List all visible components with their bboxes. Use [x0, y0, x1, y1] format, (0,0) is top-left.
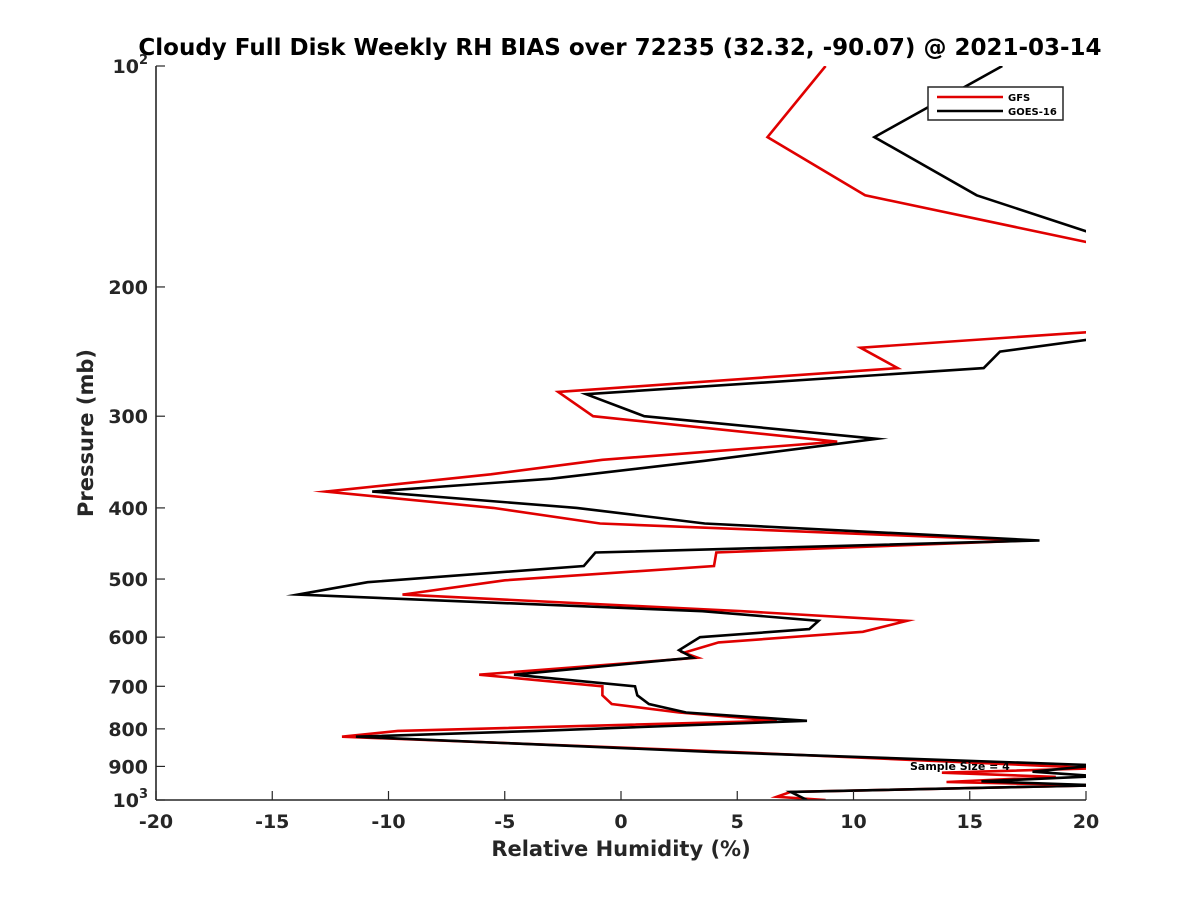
- y-tick-label: 300: [108, 406, 148, 428]
- legend-label-goes16: GOES-16: [1008, 107, 1057, 118]
- x-tick-label: 10: [840, 811, 866, 833]
- y-tick-label: 103: [113, 787, 149, 812]
- x-tick-label: 0: [614, 811, 627, 833]
- ticks-layer: -20 -15 -10 -5 0 5 10 15 20 102 200 300 400 500 600 700…: [108, 53, 1099, 833]
- x-tick-label: 5: [731, 811, 744, 833]
- x-tick-label: 20: [1073, 811, 1099, 833]
- legend-label-gfs: GFS: [1008, 93, 1030, 104]
- x-tick-label: 15: [957, 811, 983, 833]
- y-tick-label: 900: [108, 756, 148, 778]
- x-tick-label: -10: [371, 811, 405, 833]
- series-line-goes16: [285, 66, 1086, 800]
- y-tick-label: 700: [108, 676, 148, 698]
- x-axis-label: Relative Humidity (%): [491, 837, 750, 861]
- x-tick-label: -5: [494, 811, 515, 833]
- legend: GFS GOES-16: [927, 86, 1064, 121]
- legend-box: [927, 86, 1064, 121]
- sample-size-annotation: Sample Size = 4: [910, 760, 1010, 773]
- series-line-gfs: [312, 66, 1086, 800]
- y-axis-label: Pressure (mb): [74, 349, 98, 517]
- x-tick-label: -15: [255, 811, 289, 833]
- y-tick-label: 200: [108, 277, 148, 299]
- axes-layer: [155, 66, 1086, 801]
- series-layer: [285, 66, 1086, 800]
- x-tick-label: -20: [139, 811, 173, 833]
- y-tick-label: 102: [113, 53, 149, 78]
- chart-title: Cloudy Full Disk Weekly RH BIAS over 722…: [138, 35, 1101, 61]
- y-tick-label: 500: [108, 569, 148, 591]
- y-tick-label: 800: [108, 719, 148, 741]
- y-tick-label: 400: [108, 498, 148, 520]
- y-tick-label: 600: [108, 627, 148, 649]
